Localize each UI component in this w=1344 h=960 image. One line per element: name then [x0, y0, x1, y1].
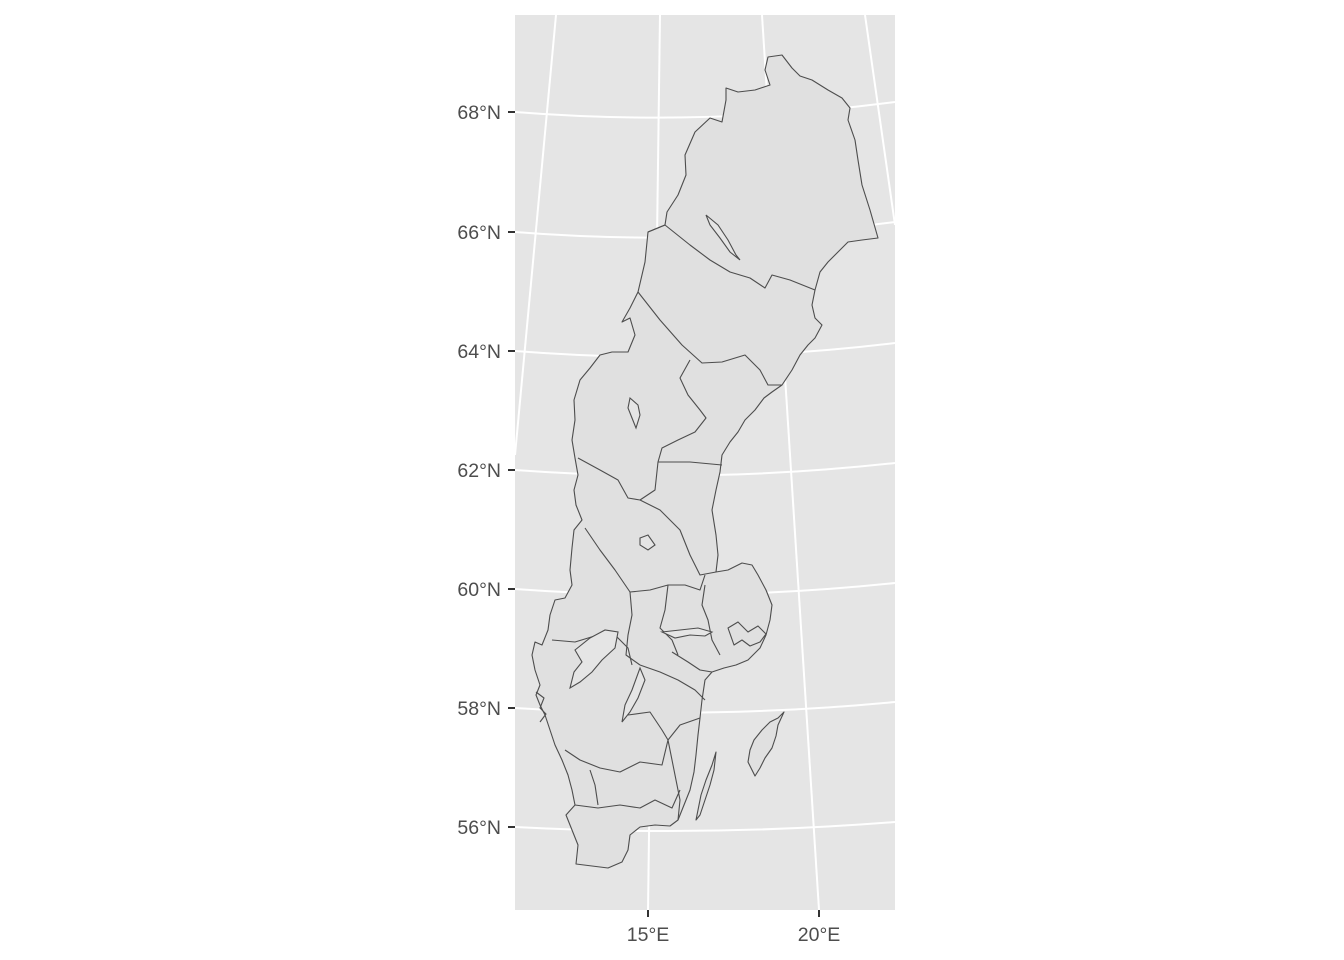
x-axis: 15°E 20°E	[627, 910, 841, 946]
border-vasterbotten-jamtland	[637, 291, 782, 386]
y-tick-label-62n: 62°N	[457, 460, 501, 482]
border-jonkoping-kronoberg	[564, 739, 669, 773]
lake-vanern	[569, 629, 619, 690]
meridian-25e	[864, 15, 895, 226]
bohuslan-islands	[535, 691, 547, 723]
y-tick-label-64n: 64°N	[457, 341, 501, 363]
border-halland	[589, 769, 599, 806]
stockholm-archipelago	[727, 621, 767, 647]
lake-malaren	[659, 627, 714, 639]
border-vastmanland-uppsala	[701, 584, 721, 656]
y-tick-label-66n: 66°N	[457, 222, 501, 244]
x-tick-label-15e: 15°E	[627, 924, 670, 946]
border-sodermanland	[671, 651, 713, 673]
x-tick-label-20e: 20°E	[798, 924, 841, 946]
y-axis: 68°N 66°N 64°N 62°N 60°N 58°N 56°N	[457, 102, 515, 839]
border-ostergotland-north	[639, 664, 706, 701]
gotland	[747, 711, 785, 777]
border-kalmar-west	[667, 739, 681, 821]
lake-vattern	[621, 666, 646, 723]
y-tick-label-56n: 56°N	[457, 817, 501, 839]
sweden-map	[531, 54, 879, 869]
border-ostergotland-south	[627, 711, 701, 741]
border-dalarna-varmland	[584, 527, 706, 593]
border-kronoberg-skane	[574, 789, 681, 809]
lake-storsjon	[627, 396, 641, 430]
border-orebro-vastmanland	[659, 584, 679, 656]
border-jamtland-vasternorrland	[657, 359, 707, 463]
lake-siljan	[639, 534, 656, 551]
lake-hornavan	[705, 214, 741, 261]
parallel-56n	[515, 821, 895, 832]
border-orebro-varmland	[625, 591, 641, 666]
sweden-mainland	[531, 54, 879, 869]
y-tick-label-68n: 68°N	[457, 102, 501, 124]
border-gavleborg-dalarna	[639, 499, 717, 576]
meridian-10e	[515, 15, 557, 456]
y-tick-label-60n: 60°N	[457, 579, 501, 601]
y-tick-label-58n: 58°N	[457, 698, 501, 720]
border-norrbotten-vasterbotten	[647, 224, 816, 291]
oland	[695, 751, 717, 821]
